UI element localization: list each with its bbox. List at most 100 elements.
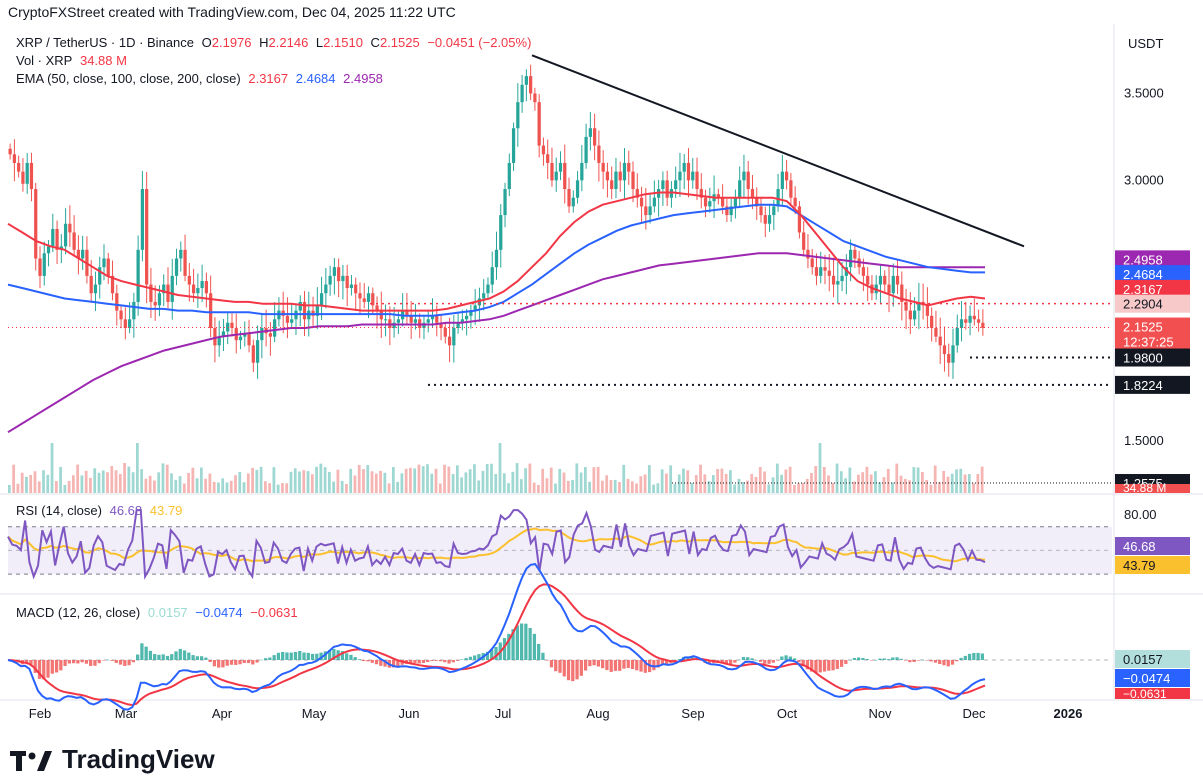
candle-body bbox=[482, 293, 486, 299]
macd-hist-bar bbox=[409, 660, 413, 664]
macd-hist-bar bbox=[430, 660, 434, 661]
macd-hist-bar bbox=[357, 659, 362, 660]
candle-body bbox=[691, 171, 695, 181]
high-value: 2.2146 bbox=[268, 35, 309, 50]
volume-bar bbox=[686, 470, 690, 493]
macd-hist-bar bbox=[801, 660, 805, 667]
macd-hist-bar bbox=[891, 657, 895, 660]
candle-body bbox=[456, 322, 460, 328]
volume-bar bbox=[345, 484, 348, 493]
macd-hist-bar bbox=[246, 660, 251, 664]
volume-bar bbox=[694, 475, 698, 493]
candle-body bbox=[12, 154, 17, 163]
macd-hist-bar bbox=[528, 628, 532, 660]
candle-body bbox=[546, 154, 550, 163]
candle-body bbox=[840, 275, 844, 282]
volume-tag: 34.88 M bbox=[1123, 481, 1166, 495]
macd-hist-bar bbox=[259, 659, 263, 661]
macd-hist-tag-bg bbox=[1115, 650, 1190, 668]
candle-body bbox=[750, 189, 755, 198]
macd-hist-bar bbox=[438, 660, 443, 662]
macd-hist-bar bbox=[677, 659, 682, 660]
macd-hist-bar bbox=[140, 643, 144, 660]
macd-hist-bar bbox=[502, 638, 507, 660]
volume-bar bbox=[101, 470, 105, 493]
volume-bar bbox=[195, 478, 199, 493]
rsi-value: 46.68 bbox=[109, 503, 143, 518]
candle-body bbox=[76, 249, 81, 259]
candle-body bbox=[648, 206, 652, 216]
candle-body bbox=[42, 253, 46, 276]
volume-bar bbox=[874, 471, 877, 493]
candle-body bbox=[337, 267, 341, 282]
candle-body bbox=[605, 171, 610, 181]
candle-body bbox=[55, 228, 59, 250]
volume-bar bbox=[746, 480, 749, 493]
ema50-price-tag-bg bbox=[1115, 279, 1190, 298]
macd-hist-bar bbox=[865, 658, 869, 660]
macd-hist-bar bbox=[327, 650, 332, 660]
candle-body bbox=[443, 327, 447, 337]
macd-hist-bar bbox=[421, 660, 426, 663]
candle-body bbox=[686, 162, 691, 181]
candle-body bbox=[473, 305, 477, 311]
volume-bar bbox=[891, 482, 894, 493]
volume-bar bbox=[460, 477, 464, 493]
macd-hist-bar bbox=[76, 660, 80, 664]
macd-hist-bar bbox=[135, 654, 140, 660]
macd-hist-bar bbox=[618, 660, 622, 671]
macd-hist-bar bbox=[549, 660, 554, 668]
macd-hist-bar bbox=[925, 660, 929, 661]
candle-body bbox=[947, 354, 951, 363]
macd-hist-bar bbox=[733, 660, 737, 663]
volume-bar bbox=[647, 465, 651, 493]
volume-bar bbox=[182, 483, 186, 493]
volume-bar bbox=[566, 480, 570, 493]
volume-bar bbox=[818, 443, 822, 493]
macd-hist-bar bbox=[656, 660, 660, 668]
macd-hist-bar bbox=[93, 660, 97, 666]
volume-bar bbox=[793, 484, 796, 493]
candle-body bbox=[682, 162, 686, 172]
macd-hist-bar bbox=[170, 654, 174, 660]
volume-bar bbox=[844, 478, 847, 493]
candle-body bbox=[831, 275, 836, 285]
candle-body bbox=[891, 275, 895, 294]
macd-hist-bar bbox=[639, 660, 643, 672]
macd-hist-bar bbox=[784, 655, 788, 660]
volume-bar bbox=[699, 464, 702, 493]
low-value: 2.1510 bbox=[323, 35, 363, 50]
candle-body bbox=[127, 319, 132, 328]
ema200-value: 2.4958 bbox=[343, 71, 383, 86]
macd-hist-bar bbox=[537, 644, 541, 660]
rsi-ma-tag: 43.79 bbox=[1123, 558, 1156, 573]
candle-body bbox=[887, 284, 891, 294]
macd-hist-bar bbox=[153, 654, 157, 660]
close-label: C bbox=[370, 35, 380, 50]
candle-body bbox=[588, 128, 592, 137]
volume-bar bbox=[272, 467, 276, 493]
volume-bar bbox=[882, 477, 886, 493]
support1-price-tag: 1.9800 bbox=[1123, 351, 1163, 366]
volume-bar bbox=[801, 482, 805, 493]
macd-hist-bar bbox=[857, 657, 861, 660]
macd-histogram bbox=[8, 623, 984, 682]
volume-bar bbox=[763, 471, 766, 493]
volume-bar bbox=[485, 464, 489, 493]
candle-body bbox=[635, 189, 639, 198]
macd-hist-bar bbox=[933, 660, 938, 663]
macd-hist-bar bbox=[942, 660, 946, 666]
candle-body bbox=[550, 162, 554, 181]
candle-body bbox=[827, 270, 831, 276]
macd-hist-bar bbox=[251, 660, 255, 665]
x-tick-label: Apr bbox=[212, 706, 233, 721]
volume-bar bbox=[161, 463, 165, 493]
macd-hist-bar bbox=[276, 652, 281, 660]
candle-body bbox=[793, 197, 797, 207]
macd-hist-bar bbox=[374, 660, 379, 665]
candle-body bbox=[63, 223, 68, 247]
volume-bar bbox=[524, 468, 527, 493]
macd-hist-bar bbox=[447, 660, 451, 664]
volume-bar bbox=[925, 479, 929, 493]
